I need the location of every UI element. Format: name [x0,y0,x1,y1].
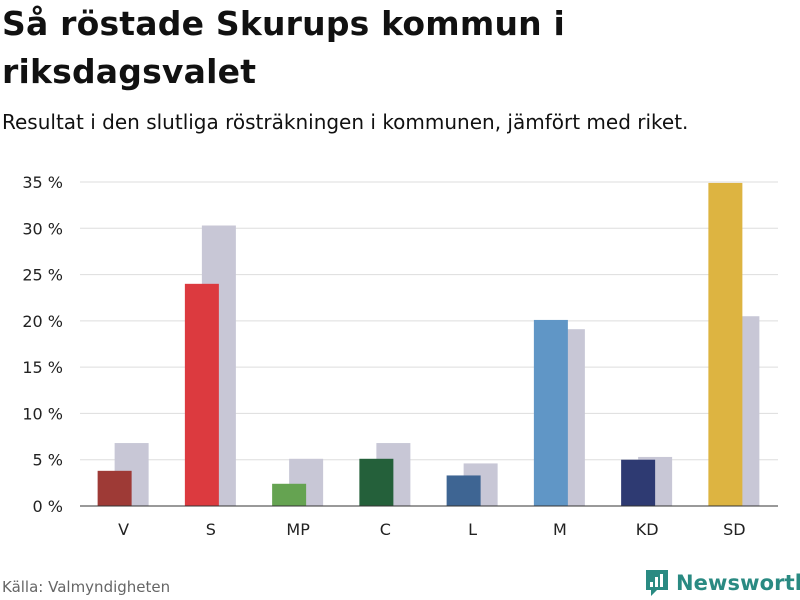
bar-kommun-s [184,283,219,506]
brand-logo-block: Newsworthy [644,568,800,598]
x-tick-label: S [206,520,216,539]
x-tick-label: M [553,520,567,539]
source-note: Källa: Valmyndigheten [2,578,171,596]
x-tick-label: V [118,520,129,539]
y-tick-label: 25 % [22,266,63,285]
bar-kommun-mp [272,483,307,506]
x-tick-label: KD [636,520,659,539]
y-tick-label: 0 % [33,497,63,516]
y-tick-label: 15 % [22,358,63,377]
axes: 0 % 5 % 10 % 15 % 20 % 25 % 30 % 35 % V S MP C L M KD S… [22,173,778,539]
x-tick-label: MP [286,520,310,539]
y-tick-label: 30 % [22,219,63,238]
bar-kommun-sd [708,182,743,506]
y-tick-label: 5 % [33,451,63,470]
y-tick-label: 10 % [22,404,63,423]
gridlines [80,181,778,461]
y-tick-label: 20 % [22,312,63,331]
chart-subtitle: Resultat i den slutliga rösträkningen i … [2,110,689,134]
x-tick-label: SD [723,520,745,539]
bar-kommun-v [97,470,132,506]
bar-kommun-l [446,475,481,506]
y-tick-label: 35 % [22,173,63,192]
bar-kommun-m [533,319,568,506]
bar-kommun-c [359,458,394,506]
bar-kommun-kd [621,459,656,506]
bars [97,182,760,506]
x-tick-label: L [468,520,477,539]
newsworthy-logo-icon [646,570,668,596]
brand-name: Newsworthy [676,571,800,595]
x-tick-label: C [380,520,391,539]
chart-title: Så röstade Skurups kommun i riksdagsvale… [2,4,566,91]
